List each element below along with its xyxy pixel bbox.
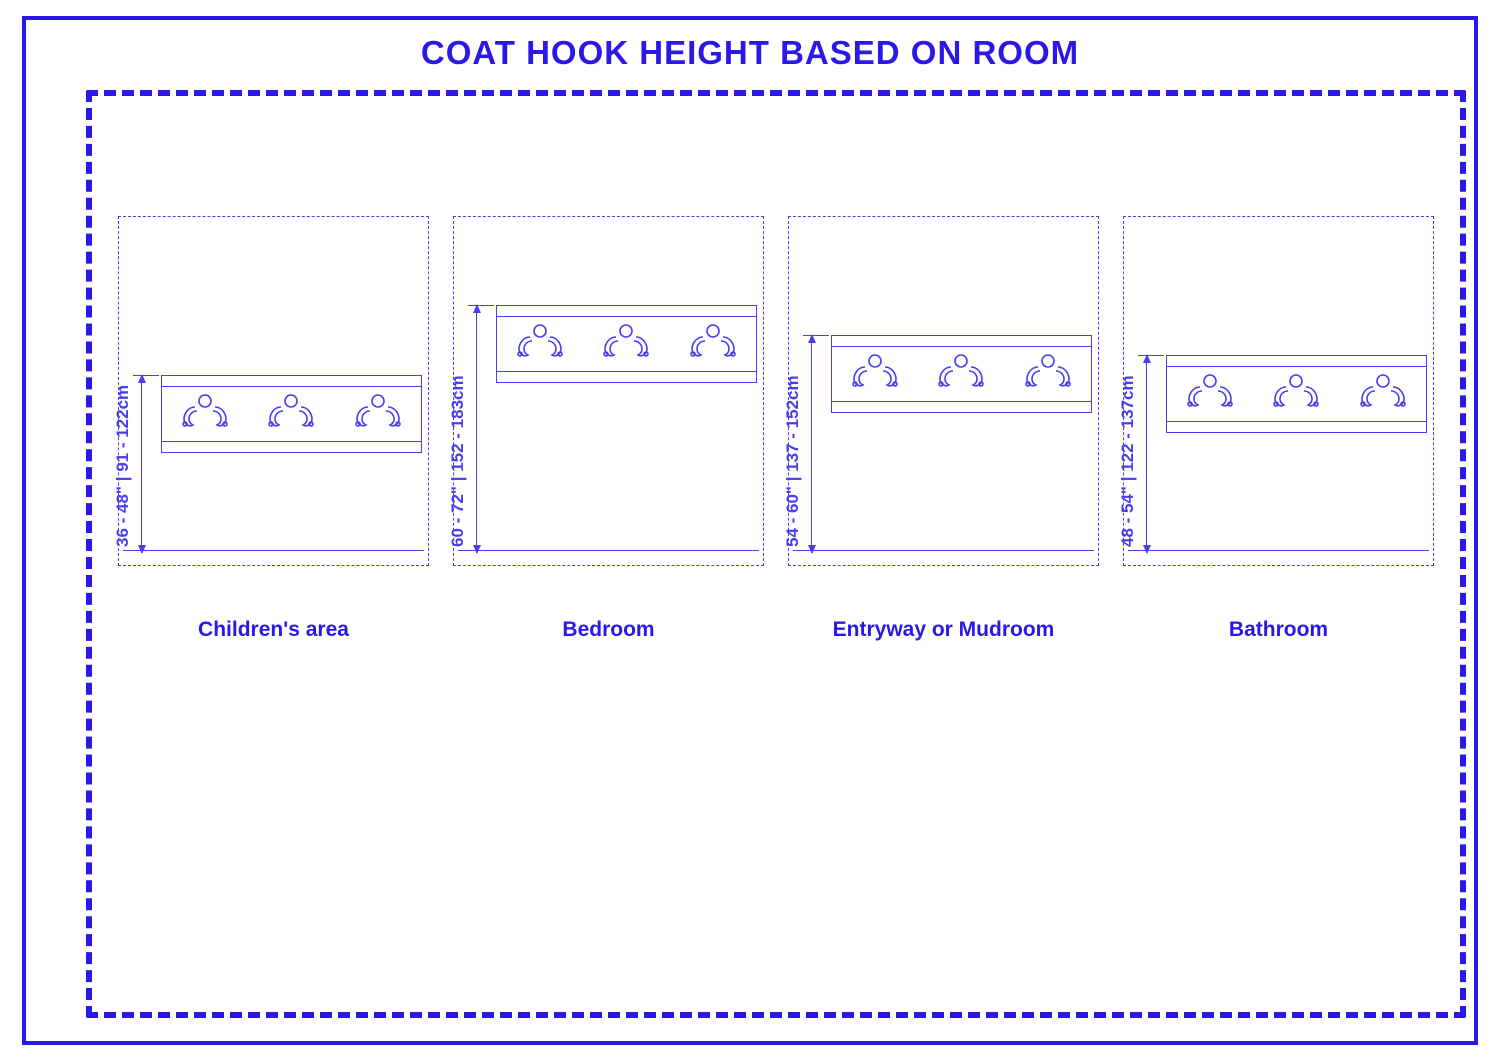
- dimension-label: 60 - 72" | 152 - 183cm: [448, 375, 468, 547]
- dimension-line: [1146, 355, 1147, 553]
- dimension-tick: [803, 335, 829, 336]
- room-label: Children's area: [198, 618, 349, 642]
- outer-frame: COAT HOOK HEIGHT BASED ON ROOM 36 - 48" …: [22, 16, 1478, 1045]
- floor-line: [793, 550, 1094, 551]
- room-label: Entryway or Mudroom: [833, 618, 1055, 642]
- coat-hook-icon: [932, 354, 990, 388]
- coat-hook-icon: [1354, 374, 1412, 408]
- coat-hook-icon: [684, 324, 742, 358]
- room-panel: 36 - 48" | 91 - 122cm: [118, 216, 429, 566]
- rack-top-rail: [497, 316, 756, 317]
- dimension-tick: [1138, 355, 1164, 356]
- dimension-line: [141, 375, 142, 553]
- panels-row: 36 - 48" | 91 - 122cm Children's area 60 …: [118, 216, 1434, 642]
- room-panel: 54 - 60" | 137 - 152cm: [788, 216, 1099, 566]
- coat-hook-icon: [511, 324, 569, 358]
- coat-rack: [496, 305, 757, 383]
- rack-bottom-rail: [1167, 421, 1426, 422]
- coat-hook-icon: [1267, 374, 1325, 408]
- page-title: COAT HOOK HEIGHT BASED ON ROOM: [26, 34, 1474, 72]
- floor-line: [458, 550, 759, 551]
- rack-bottom-rail: [832, 401, 1091, 402]
- hooks-row: [832, 354, 1091, 388]
- room-label: Bedroom: [562, 618, 654, 642]
- dimension-line: [811, 335, 812, 553]
- dimension-tick: [468, 305, 494, 306]
- coat-hook-icon: [846, 354, 904, 388]
- panel-wrap: 48 - 54" | 122 - 137cm Bathroom: [1123, 216, 1434, 642]
- coat-rack: [1166, 355, 1427, 433]
- coat-rack: [831, 335, 1092, 413]
- coat-rack: [161, 375, 422, 453]
- coat-hook-icon: [349, 394, 407, 428]
- rack-top-rail: [832, 346, 1091, 347]
- panel-wrap: 54 - 60" | 137 - 152cm Entryway or Mudroo…: [788, 216, 1099, 642]
- panel-wrap: 60 - 72" | 152 - 183cm Bedroom: [453, 216, 764, 642]
- coat-hook-icon: [1181, 374, 1239, 408]
- hooks-row: [497, 324, 756, 358]
- room-panel: 48 - 54" | 122 - 137cm: [1123, 216, 1434, 566]
- room-panel: 60 - 72" | 152 - 183cm: [453, 216, 764, 566]
- floor-line: [1128, 550, 1429, 551]
- rack-top-rail: [162, 386, 421, 387]
- coat-hook-icon: [176, 394, 234, 428]
- rack-bottom-rail: [162, 441, 421, 442]
- rack-top-rail: [1167, 366, 1426, 367]
- floor-line: [123, 550, 424, 551]
- dimension-tick: [133, 375, 159, 376]
- dimension-label: 36 - 48" | 91 - 122cm: [113, 385, 133, 547]
- coat-hook-icon: [262, 394, 320, 428]
- dimension-line: [476, 305, 477, 553]
- coat-hook-icon: [1019, 354, 1077, 388]
- panel-wrap: 36 - 48" | 91 - 122cm Children's area: [118, 216, 429, 642]
- rack-bottom-rail: [497, 371, 756, 372]
- hooks-row: [162, 394, 421, 428]
- dimension-label: 48 - 54" | 122 - 137cm: [1118, 375, 1138, 547]
- dimension-label: 54 - 60" | 137 - 152cm: [783, 375, 803, 547]
- hooks-row: [1167, 374, 1426, 408]
- coat-hook-icon: [597, 324, 655, 358]
- room-label: Bathroom: [1229, 618, 1328, 642]
